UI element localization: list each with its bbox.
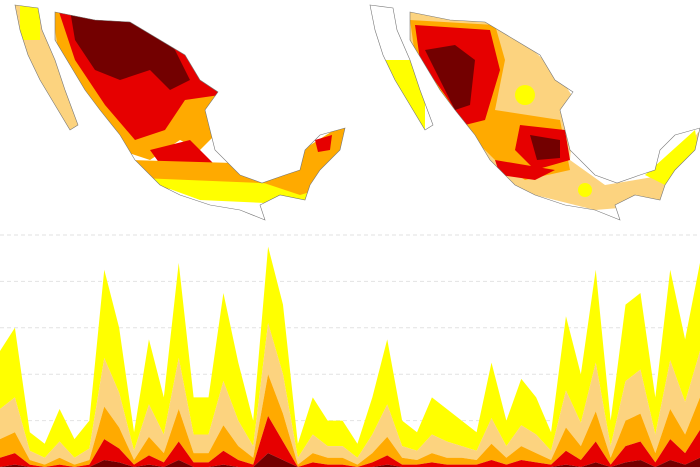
area — [0, 246, 700, 458]
area — [0, 374, 700, 467]
area-chart — [0, 234, 700, 467]
map-right — [369, 4, 700, 221]
map-left — [14, 4, 346, 221]
area — [0, 323, 700, 465]
area — [0, 453, 700, 467]
area — [0, 415, 700, 467]
